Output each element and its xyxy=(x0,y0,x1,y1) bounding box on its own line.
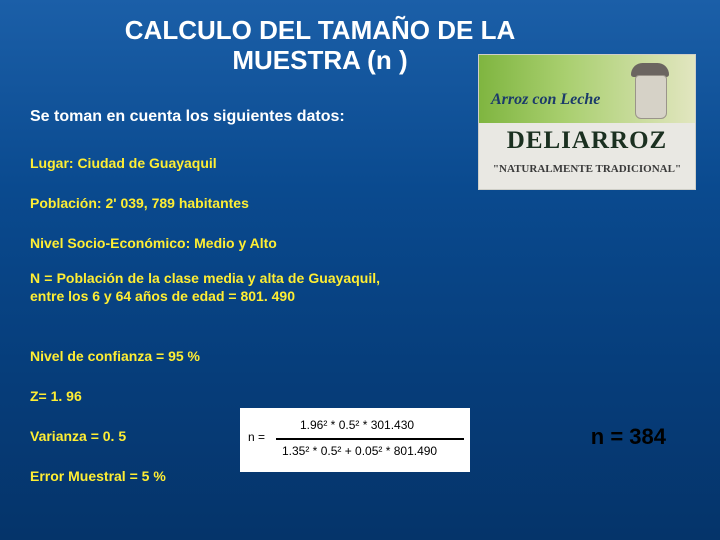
logo-brand-name: DELIARROZ xyxy=(479,127,695,155)
silo-icon xyxy=(623,61,677,117)
logo-script-text: Arroz con Leche xyxy=(491,91,600,109)
brand-logo: Arroz con Leche DELIARROZ "NATURALMENTE … xyxy=(478,54,696,190)
formula-numerator: 1.96² * 0.5² * 301.430 xyxy=(300,418,414,432)
formula-lhs: n = xyxy=(248,430,265,444)
formula-denominator: 1.35² * 0.5² + 0.05² * 801.490 xyxy=(282,444,437,458)
result-value: n = 384 xyxy=(591,424,666,450)
line-lugar: Lugar: Ciudad de Guayaquil xyxy=(30,155,217,173)
line-error: Error Muestral = 5 % xyxy=(30,468,166,486)
fraction-bar-icon xyxy=(276,438,464,440)
line-confianza: Nivel de confianza = 95 % xyxy=(30,348,200,366)
line-varianza: Varianza = 0. 5 xyxy=(30,428,126,446)
line-nse: Nivel Socio-Económico: Medio y Alto xyxy=(30,235,277,253)
intro-text: Se toman en cuenta los siguientes datos: xyxy=(30,108,345,126)
slide-title: CALCULO DEL TAMAÑO DE LA MUESTRA (n ) xyxy=(100,16,540,76)
line-poblacion: Población: 2' 039, 789 habitantes xyxy=(30,195,249,213)
formula-box: n = 1.96² * 0.5² * 301.430 1.35² * 0.5² … xyxy=(240,408,470,472)
line-n-definition: N = Población de la clase media y alta d… xyxy=(30,270,380,305)
logo-tagline: "NATURALMENTE TRADICIONAL" xyxy=(479,163,695,175)
line-z: Z= 1. 96 xyxy=(30,388,82,406)
